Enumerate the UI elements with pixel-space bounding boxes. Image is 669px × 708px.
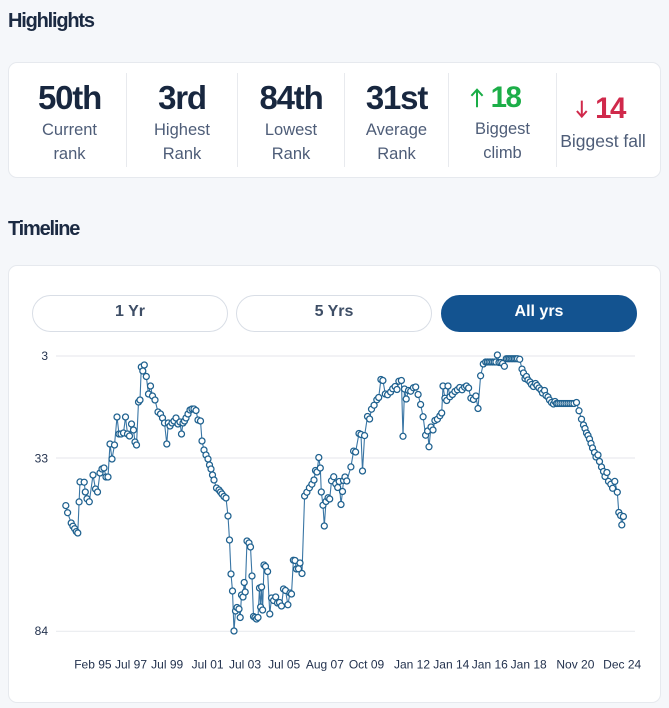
svg-text:33: 33	[35, 451, 49, 465]
svg-text:Jul 03: Jul 03	[229, 658, 261, 672]
svg-text:Aug 07: Aug 07	[306, 658, 344, 672]
svg-text:Jul 97: Jul 97	[115, 658, 147, 672]
svg-text:Jan 12: Jan 12	[394, 658, 430, 672]
svg-text:Jan 18: Jan 18	[511, 658, 547, 672]
svg-text:Dec 24: Dec 24	[603, 658, 641, 672]
svg-text:Jul 05: Jul 05	[268, 658, 300, 672]
svg-text:Jan 14: Jan 14	[433, 658, 469, 672]
svg-text:Jul 99: Jul 99	[151, 658, 183, 672]
svg-text:3: 3	[41, 349, 48, 363]
svg-text:Feb 95: Feb 95	[74, 658, 112, 672]
svg-text:Oct 09: Oct 09	[349, 658, 385, 672]
svg-text:84: 84	[35, 624, 49, 638]
svg-text:Nov 20: Nov 20	[556, 658, 594, 672]
svg-text:Jul 01: Jul 01	[192, 658, 224, 672]
svg-text:Jan 16: Jan 16	[472, 658, 508, 672]
